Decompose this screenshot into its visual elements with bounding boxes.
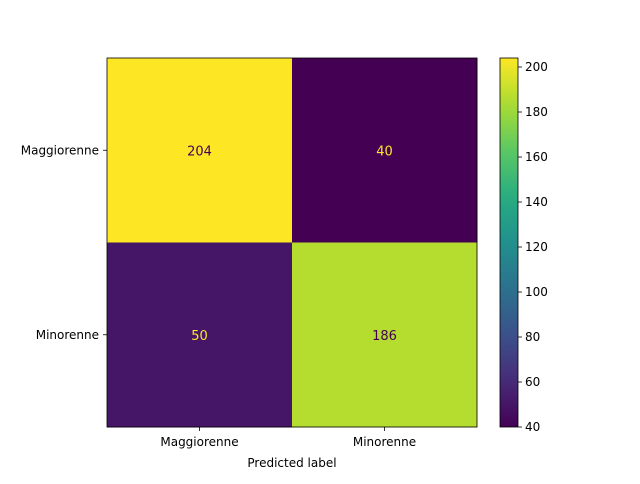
x-tick-label: Minorenne (353, 435, 416, 449)
colorbar-tick-label: 40 (525, 420, 540, 434)
colorbar-tick-label: 100 (525, 285, 548, 299)
colorbar-tick-label: 180 (525, 105, 548, 119)
colorbar-tick-label: 60 (525, 375, 540, 389)
colorbar-tick-label: 120 (525, 240, 548, 254)
colorbar-gradient (500, 58, 518, 427)
colorbar-frame (499, 57, 519, 428)
cell-value-label: 40 (376, 144, 393, 159)
colorbar-tick-label: 140 (525, 195, 548, 209)
axis-ticks: Maggiorenne Minorenne Maggiorenne Minorenne (21, 143, 416, 449)
y-tick-label: Minorenne (36, 328, 99, 342)
cell-value-label: 204 (187, 144, 212, 159)
heatmap-cell (292, 242, 478, 428)
heatmap-cell (107, 58, 293, 243)
axes-frame (106, 57, 478, 428)
heatmap-cell (107, 242, 293, 428)
x-tick-label: Maggiorenne (160, 435, 238, 449)
colorbar-tick-label: 160 (525, 150, 548, 164)
colorbar: 40 60 80 100 120 140 160 180 200 (499, 57, 548, 434)
cell-value-label: 50 (191, 329, 208, 344)
heatmap-cell (292, 58, 478, 243)
colorbar-tick-label: 200 (525, 60, 548, 74)
cell-value-label: 186 (372, 329, 397, 344)
heatmap-cells: 204 40 50 186 (107, 58, 478, 428)
y-tick-label: Maggiorenne (21, 143, 99, 157)
x-axis-label: Predicted label (247, 456, 336, 470)
colorbar-tick-label: 80 (525, 330, 540, 344)
